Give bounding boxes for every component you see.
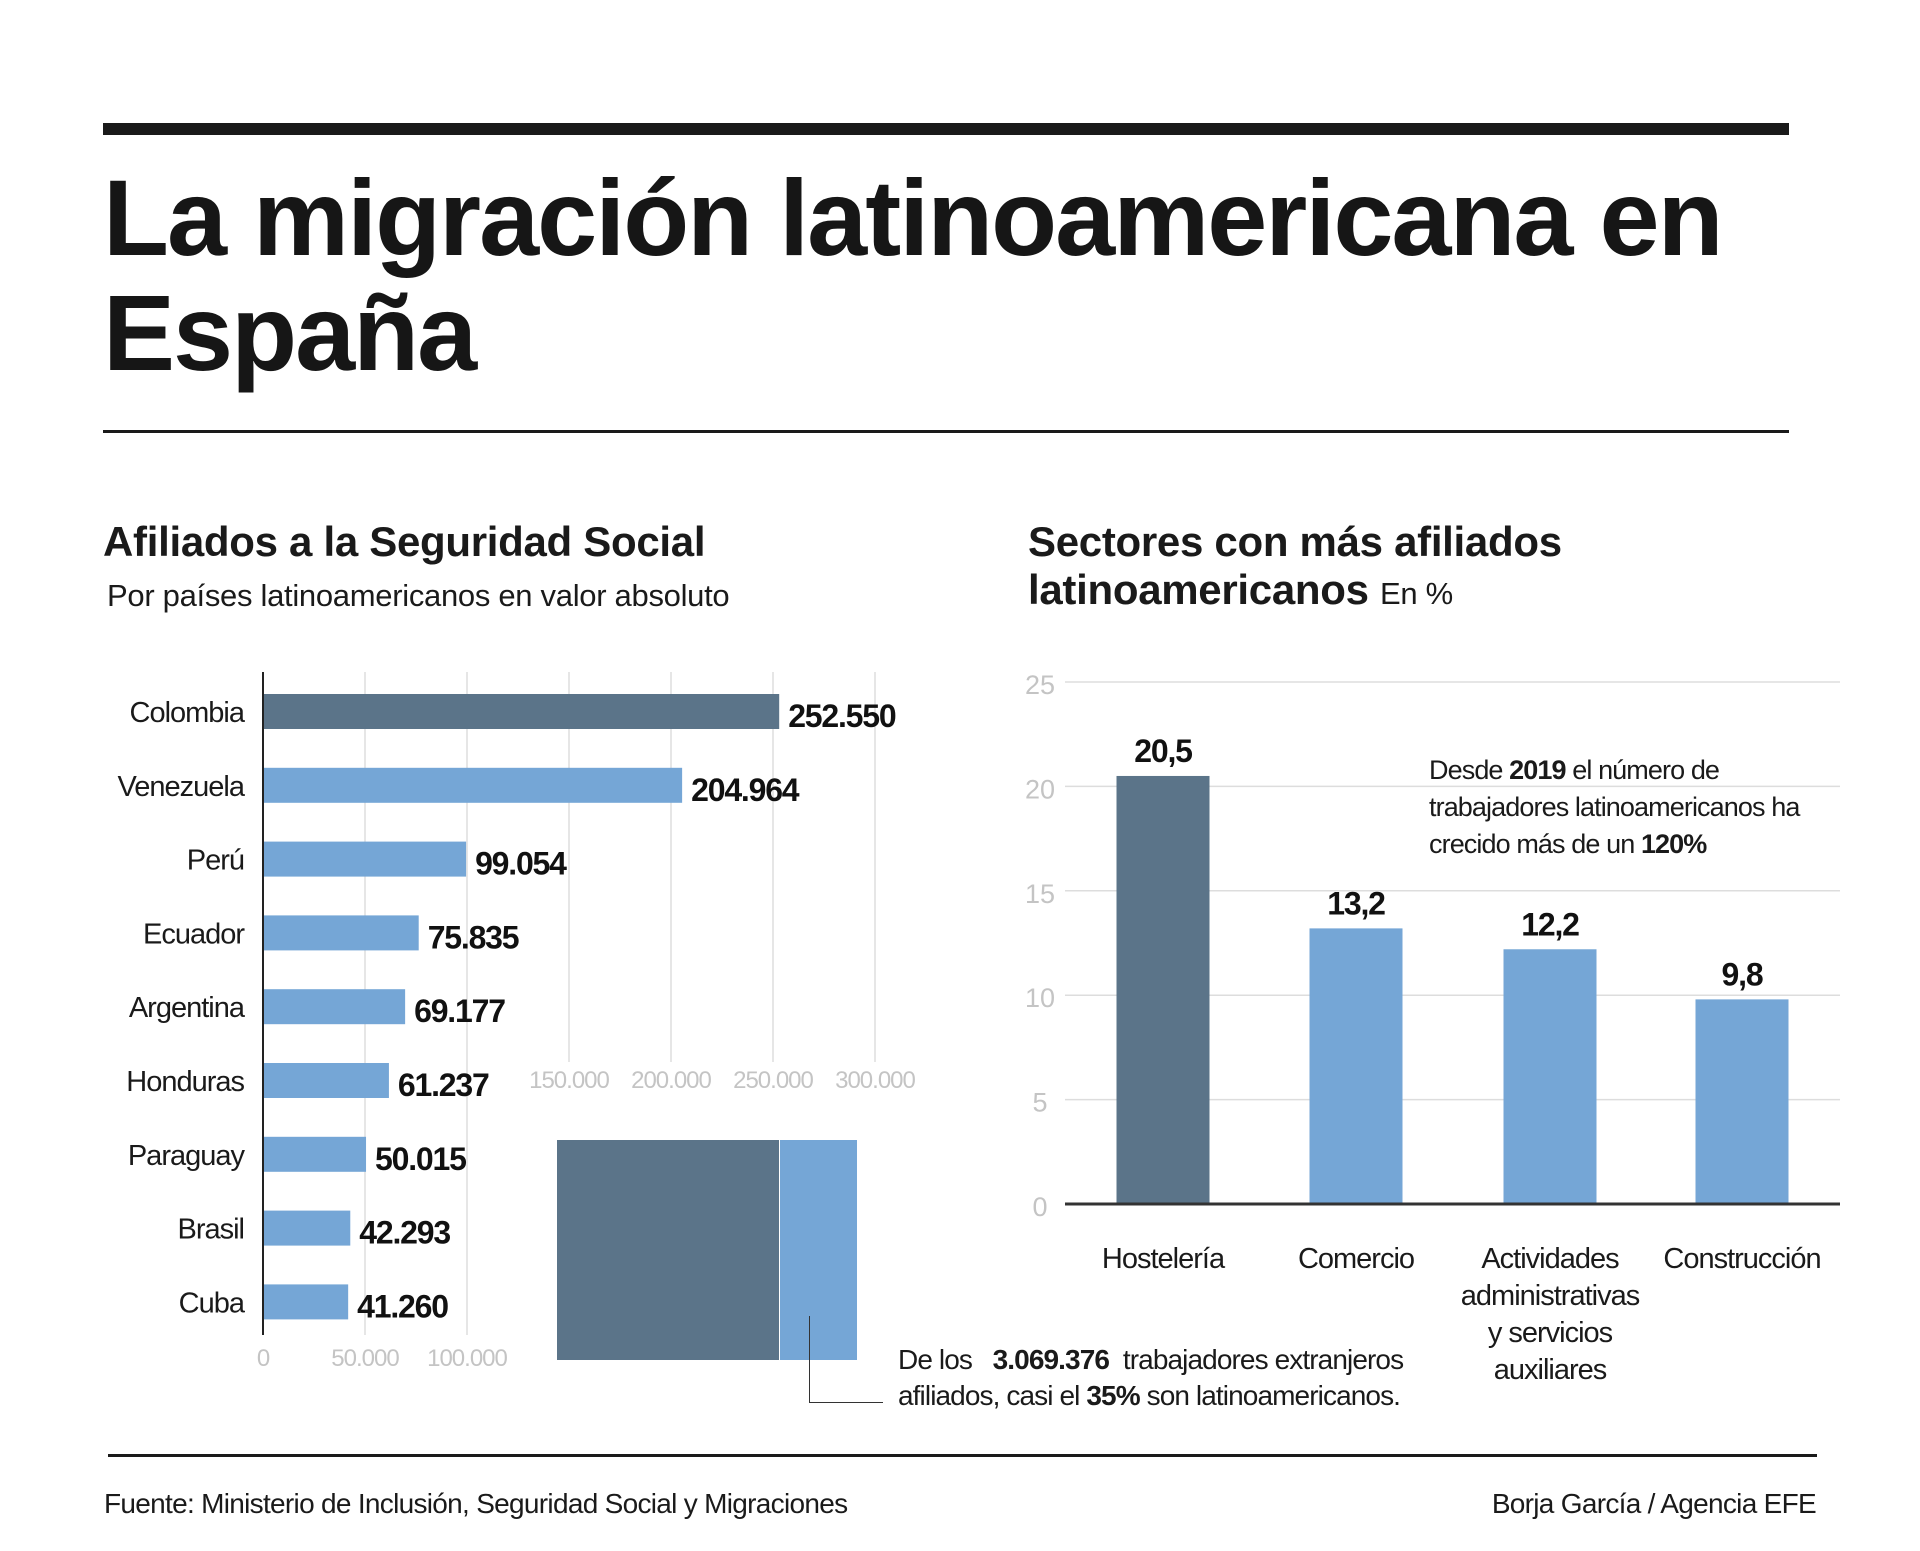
page-title: La migración latinoamericana en España [103,157,1724,393]
y-tick-label: 10 [1025,983,1055,1013]
bar [264,1284,349,1320]
data-label: 75.835 [428,919,519,955]
note-text: crecido más de un [1429,829,1635,859]
bar [1695,999,1789,1204]
leader-line [809,1316,883,1403]
bar [1503,949,1597,1204]
x-tick-label: 300.000 [835,1067,915,1094]
category-label: Brasil [177,1214,244,1246]
share-square-non-latam [557,1140,780,1360]
y-tick-label: 0 [1032,1192,1047,1222]
x-tick-label: 250.000 [733,1067,813,1094]
category-label: auxiliares [1494,1354,1607,1386]
right-chart-unit: En % [1380,576,1453,611]
title-rule [103,430,1789,433]
category-label: Construcción [1663,1243,1820,1275]
bar [264,767,683,803]
share-note: De los 3.069.376 trabajadores extranjero… [898,1342,1404,1414]
note-text: afiliados, casi el [898,1380,1080,1411]
note-pct: 120% [1640,829,1707,859]
bar [1309,928,1403,1204]
y-tick-label: 25 [1025,670,1055,700]
data-label: 13,2 [1327,885,1385,921]
bar [264,1063,389,1098]
category-label: administrativas [1461,1280,1640,1312]
bar [264,989,406,1025]
note-text: trabajadores extranjeros [1122,1344,1404,1375]
data-label: 20,5 [1134,733,1192,769]
category-label: Hostelería [1102,1243,1226,1275]
data-label: 50.015 [375,1141,466,1177]
note-pct: 35% [1086,1380,1140,1411]
data-label: 41.260 [357,1288,448,1324]
category-label: Colombia [130,697,246,729]
category-label: Comercio [1298,1243,1414,1275]
y-tick-label: 15 [1025,879,1055,909]
note-total: 3.069.376 [992,1344,1110,1375]
data-label: 252.550 [788,698,896,734]
credit: Borja García / Agencia EFE [1491,1488,1817,1519]
note-year: 2019 [1509,755,1566,785]
x-tick-label: 200.000 [631,1067,711,1094]
y-tick-label: 20 [1025,774,1055,804]
y-tick-label: 5 [1032,1088,1047,1118]
bar [264,694,780,729]
category-label: Perú [187,845,244,877]
data-label: 61.237 [398,1067,489,1103]
bar [264,841,467,877]
note-text: Desde [1429,755,1503,785]
note-text: De los [898,1344,973,1375]
category-label: Ecuador [143,918,245,950]
category-label: Honduras [126,1066,244,1098]
data-label: 12,2 [1521,906,1579,942]
bar [264,1210,351,1246]
note-text: son latinoamericanos. [1146,1380,1401,1411]
x-tick-label: 150.000 [529,1067,609,1094]
right-chart-title-text: Sectores con más afiliados latinoamerica… [1028,518,1562,613]
bar [264,1136,367,1172]
left-chart-subtitle: Por países latinoamericanos en valor abs… [107,578,730,613]
data-label: 204.964 [691,772,800,808]
data-label: 69.177 [414,993,505,1029]
x-tick-label: 0 [257,1345,270,1372]
x-tick-label: 50.000 [331,1345,399,1372]
category-label: Cuba [179,1287,246,1319]
category-label: Venezuela [118,771,246,803]
footer-rule [108,1454,1817,1457]
data-label: 99.054 [475,846,567,882]
note-text: el número de [1572,755,1720,785]
left-chart-title: Afiliados a la Seguridad Social [103,518,706,565]
right-chart-title: Sectores con más afiliados latinoamerica… [1028,518,1648,618]
x-tick-label: 100.000 [427,1345,507,1372]
top-rule [103,123,1789,135]
bar [264,915,419,951]
category-label: Argentina [129,992,246,1024]
bar [1116,775,1210,1204]
data-label: 9,8 [1722,956,1763,992]
data-label: 42.293 [359,1215,450,1251]
share-square [557,1140,857,1360]
category-label: Actividades [1481,1243,1619,1275]
note-text: trabajadores latinoamericanos ha [1429,792,1800,822]
category-label: Paraguay [128,1140,246,1172]
category-label: y servicios [1488,1317,1613,1349]
growth-note: Desde 2019 el número de trabajadores lat… [1429,752,1800,863]
source: Fuente: Ministerio de Inclusión, Segurid… [104,1488,848,1519]
